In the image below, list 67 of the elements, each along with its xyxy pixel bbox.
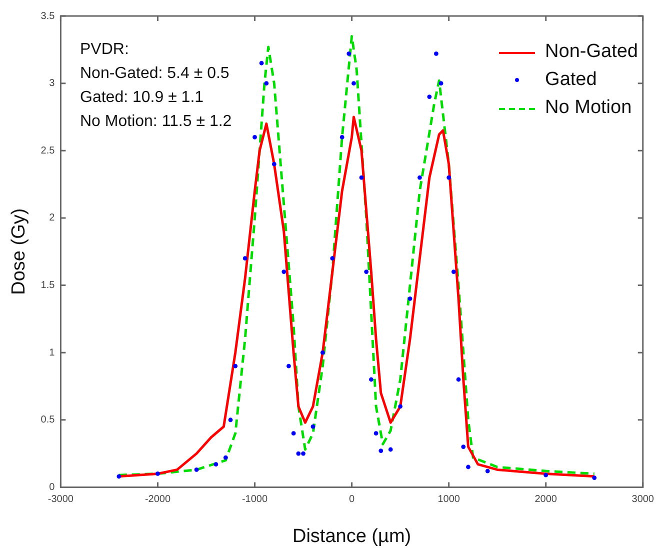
x-tick-label: -1000 [242,494,268,505]
point [259,60,264,66]
point [228,418,233,422]
x-tick-label: -2000 [144,494,171,505]
x-tick-label: 2000 [534,494,558,505]
legend-label: Non-Gated [545,40,638,64]
point [434,51,438,56]
point [466,464,470,470]
point [214,462,218,467]
legend-label: No Motion [545,96,632,120]
point [286,364,291,368]
point [346,51,352,56]
point [374,431,378,436]
point [296,451,301,456]
annotation: No Motion: 11.5 ± 1.2 [80,112,232,132]
y-tick-label: 0.5 [40,414,56,426]
point [456,377,461,382]
point [418,175,422,180]
y-tick-label: 0 [49,482,56,493]
annotation: Gated: 10.9 ± 1.1 [80,88,205,108]
point [223,455,228,460]
point [485,468,490,474]
point [451,270,456,274]
point [310,424,316,429]
y-tick-label: 2.5 [40,145,56,156]
point [352,81,356,86]
y-tick-label: 1.5 [40,280,56,292]
y-tick-label: 3.5 [40,10,56,22]
point [272,162,276,166]
x-tick-label: 3000 [632,494,654,505]
point [592,476,597,480]
point [427,94,432,99]
annotation: PVDR: [80,40,130,60]
annotation: Non-Gated: 5.4 ± 0.5 [80,64,230,84]
x-axis-title: Distance (µm) [292,526,412,547]
y-tick-label: 1 [49,347,56,358]
y-tick-label: 3 [49,78,56,90]
point [544,472,548,478]
x-tick-label: -3000 [48,494,74,505]
point [301,451,306,456]
point [156,472,160,476]
point [368,377,374,382]
point [398,404,403,409]
point [264,81,269,86]
point [408,296,412,301]
point [116,474,122,479]
point [252,134,257,140]
point [378,448,384,454]
legend-label: Gated [545,68,597,92]
point [233,364,238,368]
y-axis-title: Dose (Gy) [8,208,30,295]
x-tick-label: 0 [349,494,356,505]
point [388,447,393,452]
point [438,81,444,86]
point [282,270,286,274]
point [340,134,344,140]
point [330,256,335,261]
point [194,468,199,472]
point [320,350,325,355]
x-tick-label: 1000 [438,494,460,505]
point [364,270,369,274]
point [359,175,364,180]
point [242,256,248,261]
point [461,444,466,450]
point [291,431,296,436]
y-tick-label: 2 [49,212,56,224]
point [446,175,452,180]
